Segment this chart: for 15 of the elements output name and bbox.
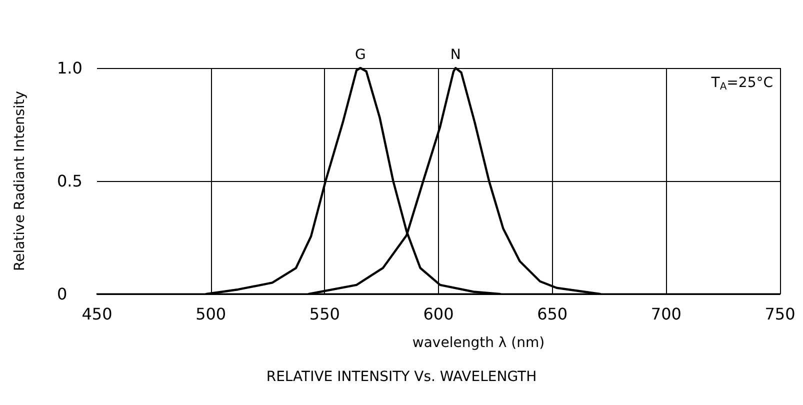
x-tick-label: 450 xyxy=(82,304,112,324)
x-tick-label: 600 xyxy=(423,304,454,324)
x-axis-title: wavelength λ (nm) xyxy=(412,335,545,351)
y-tick-label: 1.0 xyxy=(57,58,82,78)
x-tick-label: 550 xyxy=(309,304,340,324)
series-label: G xyxy=(354,47,366,63)
y-tick-label: 0 xyxy=(57,284,68,304)
y-axis-title: Relative Radiant Intensity xyxy=(12,90,28,272)
x-tick-label: 500 xyxy=(196,304,226,324)
x-tick-label: 700 xyxy=(650,304,682,324)
series-label: N xyxy=(450,47,461,63)
x-tick-label: 650 xyxy=(537,304,568,324)
x-tick-label: 750 xyxy=(764,304,796,324)
y-tick-label: 0.5 xyxy=(57,172,82,190)
text: RELATIVE INTENSITY Vs. WAVELENGTH xyxy=(266,369,537,385)
